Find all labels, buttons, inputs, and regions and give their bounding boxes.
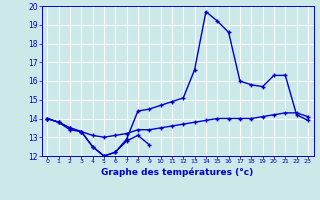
X-axis label: Graphe des températures (°c): Graphe des températures (°c) bbox=[101, 167, 254, 177]
